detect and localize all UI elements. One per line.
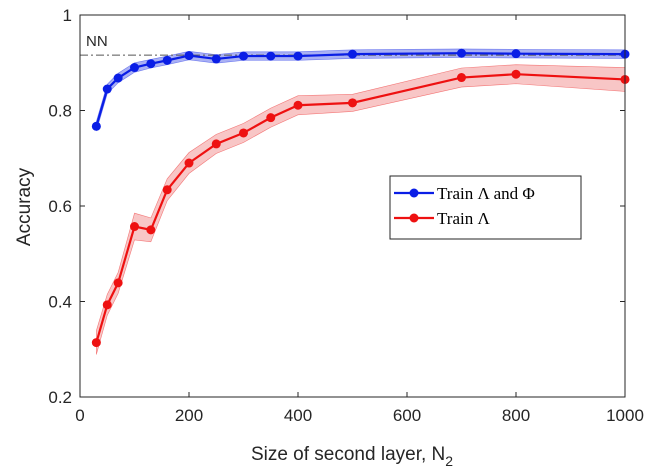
y-tick-label: 0.8 [48, 102, 72, 121]
x-axis-title: Size of second layer, N2 [251, 444, 453, 469]
y-tick-label: 0.2 [48, 388, 72, 407]
point-series-1-6 [184, 51, 194, 61]
legend-marker-series-1 [409, 188, 419, 198]
point-series-1-12 [457, 48, 466, 58]
point-series-1-0 [91, 121, 101, 131]
x-tick-label: 400 [284, 406, 312, 425]
point-series-2-7 [211, 139, 221, 149]
legend-marker-series-2 [409, 213, 419, 223]
x-tick-label: 200 [175, 406, 203, 425]
point-series-1-2 [113, 73, 123, 83]
point-series-2-12 [457, 73, 466, 83]
point-series-2-5 [162, 185, 172, 195]
x-axis-title-subscript: 2 [445, 453, 453, 469]
legend-box [389, 175, 582, 240]
x-tick-label: 1000 [606, 406, 644, 425]
x-axis-title-main: Size of second layer, N [251, 444, 445, 465]
legend-label-series-2: Train Λ [437, 209, 490, 228]
point-series-2-13 [511, 69, 521, 79]
point-series-1-10 [293, 51, 303, 61]
point-series-1-5 [162, 55, 172, 65]
point-series-2-10 [293, 100, 303, 110]
point-series-1-7 [211, 54, 221, 64]
y-axis-title: Accuracy [14, 167, 35, 246]
point-series-2-4 [146, 225, 156, 235]
point-series-2-0 [91, 338, 101, 348]
point-series-1-4 [146, 59, 156, 69]
series-markers [91, 48, 630, 348]
point-series-2-2 [113, 278, 123, 288]
nn-label: NN [86, 33, 108, 50]
band-series-1 [96, 48, 626, 132]
y-tick-label: 1 [63, 6, 72, 25]
point-series-2-3 [130, 222, 139, 232]
y-tick-label: 0.6 [48, 197, 72, 216]
x-tick-label: 600 [393, 406, 421, 425]
point-series-2-8 [239, 128, 248, 138]
tick-labels: 0 200 400 600 800 1000 0.2 0.4 0.6 0.8 1 [48, 6, 644, 425]
point-series-1-9 [266, 51, 276, 61]
point-series-2-6 [184, 158, 194, 168]
point-series-1-1 [102, 84, 112, 94]
point-series-2-11 [348, 98, 357, 108]
x-tick-label: 800 [502, 406, 530, 425]
point-series-1-8 [239, 51, 248, 61]
x-tick-label: 0 [75, 406, 84, 425]
line-series-1 [95, 52, 626, 127]
legend-label-series-1: Train Λ and Φ [437, 184, 535, 203]
point-series-1-13 [511, 49, 521, 59]
axes [79, 14, 626, 398]
point-series-1-11 [348, 49, 357, 59]
point-series-1-3 [130, 63, 139, 73]
legend: Train Λ and Φ Train Λ [389, 175, 582, 240]
point-series-2-1 [102, 300, 112, 310]
point-series-2-9 [266, 113, 276, 123]
y-tick-label: 0.4 [48, 293, 72, 312]
